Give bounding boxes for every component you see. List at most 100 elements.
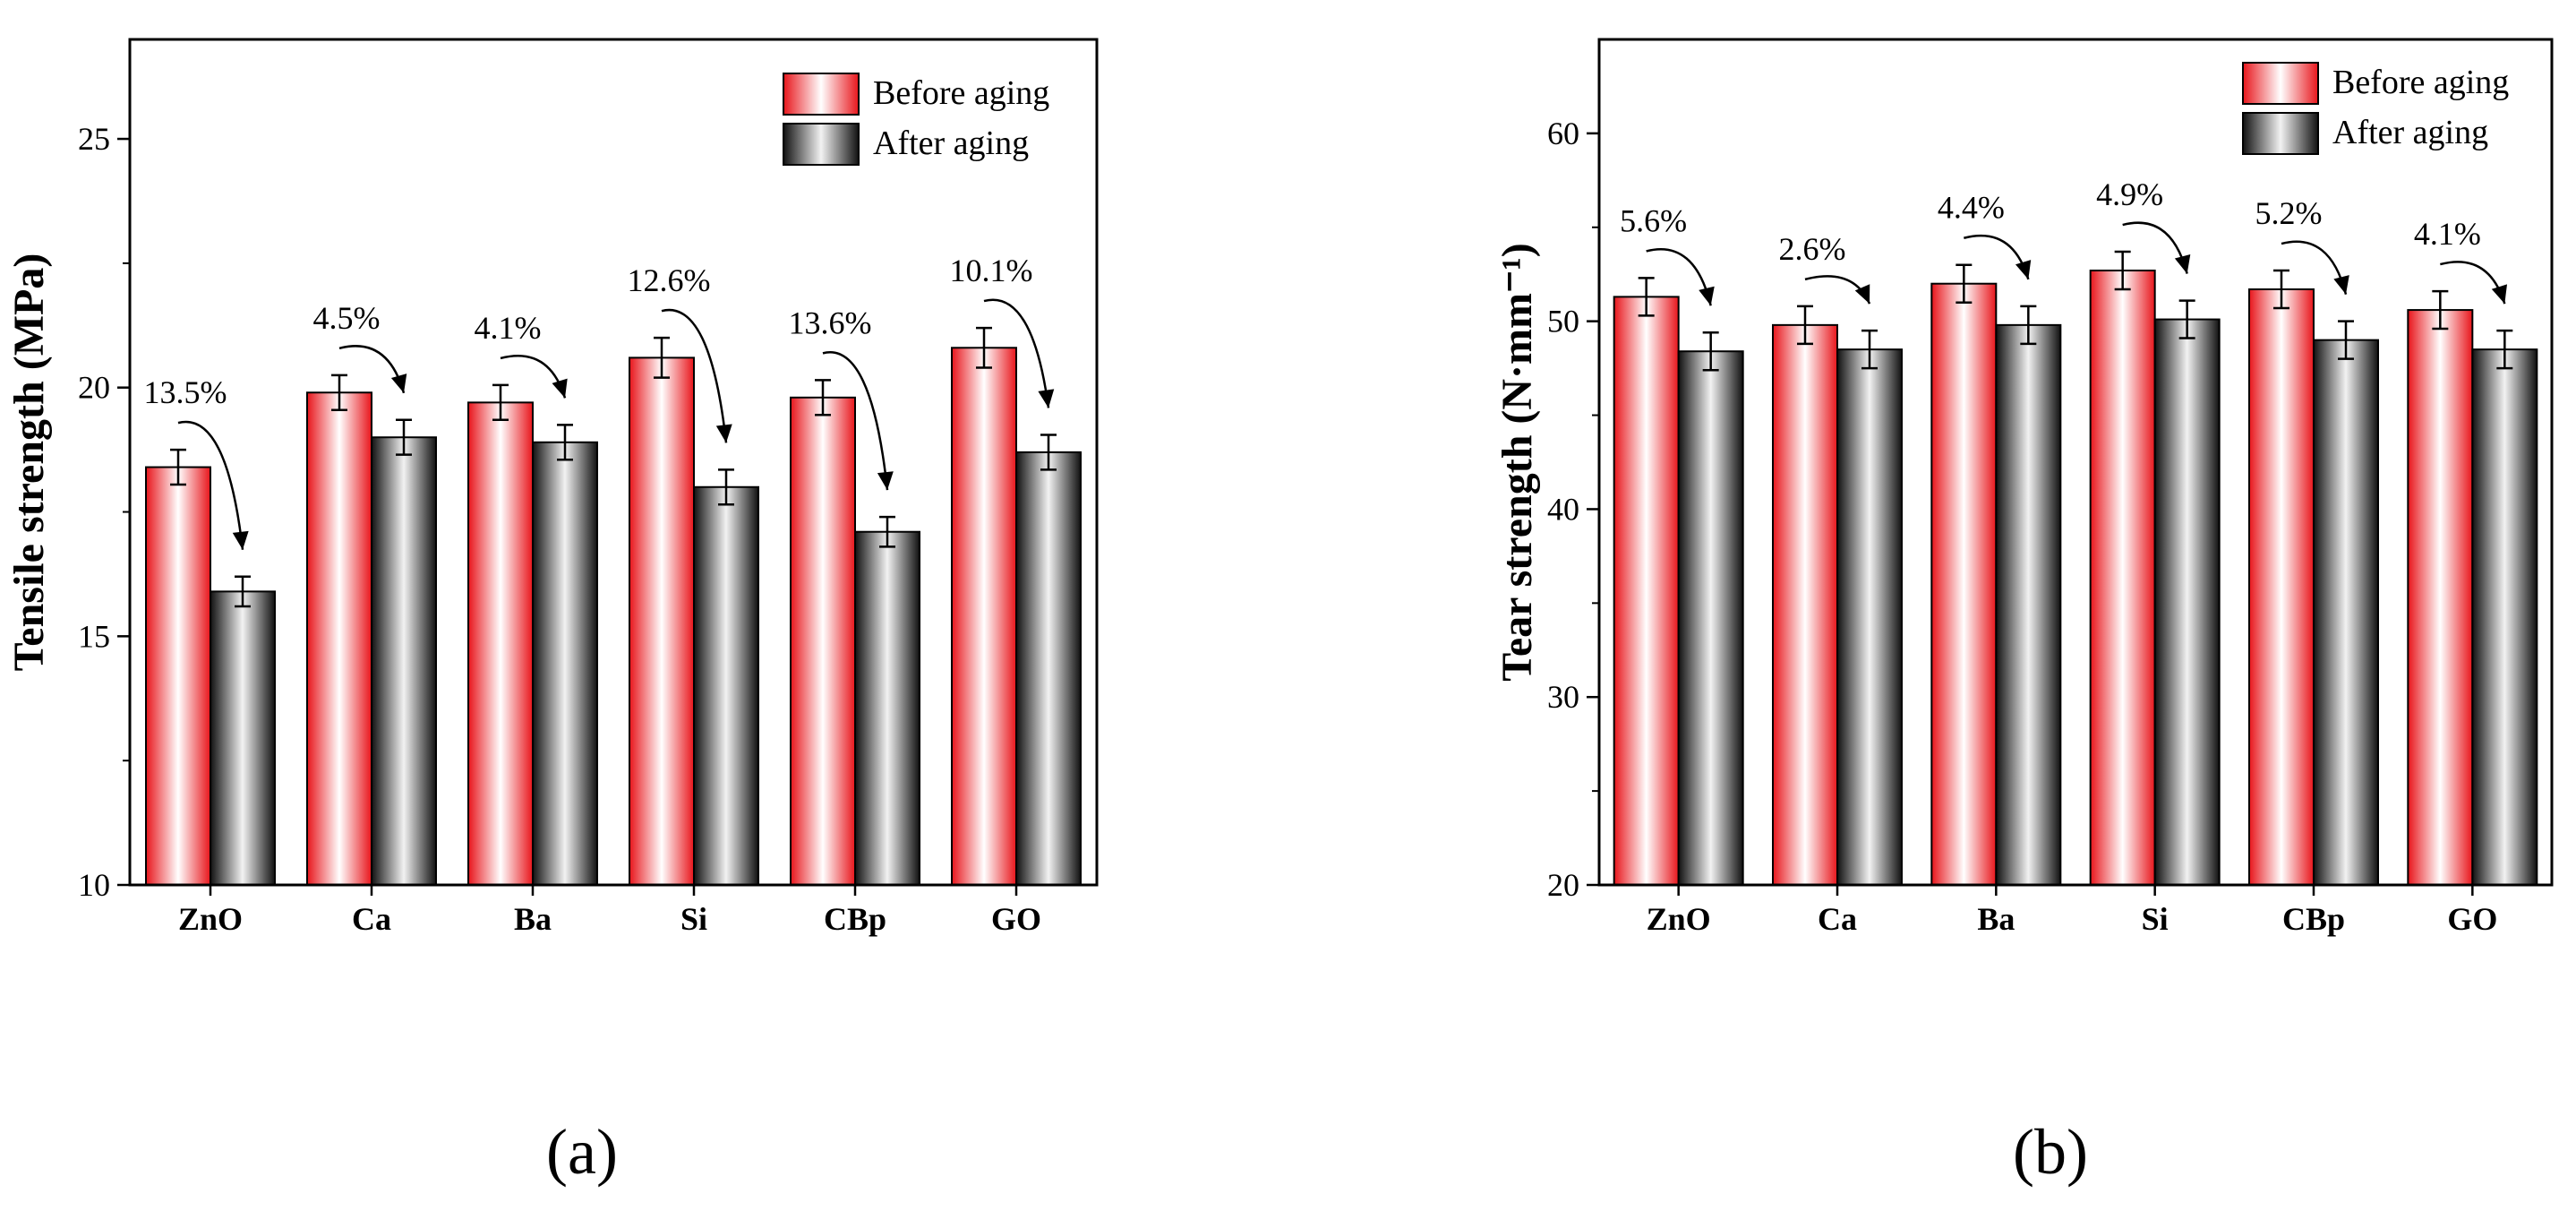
error-bar-before-zno (1638, 277, 1655, 317)
error-bar-before-ca (331, 374, 347, 411)
y-tick-label: 60 (1547, 116, 1579, 151)
arrow-annotation-cbp (822, 351, 894, 491)
bar-after-ba (1995, 323, 2062, 886)
error-bar-after-ca (1861, 329, 1878, 370)
y-tick-label: 30 (1547, 679, 1579, 715)
chart-panel-b: 5.6% ZnO 2.6% Ca 4.4% Ba 4.9% Si 5.2% CBp 4.1% GO 20… (1493, 38, 2554, 1188)
error-bar-before-ba (492, 383, 509, 422)
arrow-annotation-ca (1804, 275, 1871, 305)
arrow-annotation-si (2122, 221, 2191, 274)
x-tick-label: Si (2142, 901, 2169, 937)
error-bar-before-zno (170, 448, 186, 486)
bar-before-ca (1772, 323, 1838, 886)
error-bar-after-si (718, 468, 734, 506)
y-tick-label: 50 (1547, 304, 1579, 339)
chart-panel-a: 13.5% ZnO 4.5% Ca 4.1% Ba 12.6% Si 13.6% CBp 10.1%… (5, 38, 1099, 1188)
y-tick-label: 20 (78, 370, 110, 406)
legend-label-after: After aging (2332, 114, 2488, 151)
error-bar-after-go (1040, 434, 1057, 471)
bar-after-zno (1677, 350, 1744, 886)
error-bar-before-si (654, 336, 670, 379)
legend: Before aging After aging (2242, 62, 2509, 155)
panel-label: (a) (546, 1116, 618, 1188)
x-tick-label: CBp (2282, 901, 2345, 937)
legend-label-before: Before aging (2332, 64, 2509, 101)
annotation-go: 10.1% (950, 253, 1033, 288)
arrow-annotation-ba (500, 354, 568, 399)
error-bar-after-go (2496, 329, 2513, 370)
panel-label: (b) (2013, 1116, 2088, 1188)
error-bar-after-cbp (879, 515, 895, 548)
arrow-annotation-zno (1646, 248, 1715, 306)
arrow-annotation-go (2440, 261, 2508, 305)
arrow-annotation-si (661, 308, 732, 443)
annotation-ba: 4.1% (475, 310, 542, 346)
legend-swatch-before (783, 73, 860, 116)
bar-before-cbp (2248, 288, 2315, 886)
error-bar-before-go (2432, 289, 2449, 331)
error-bar-before-ba (1956, 263, 1973, 304)
annotation-go: 4.1% (2414, 216, 2481, 252)
error-bar-before-ca (1797, 305, 1813, 346)
x-tick-label: CBp (824, 901, 886, 937)
bar-before-ba (1930, 282, 1998, 886)
bar-before-zno (1613, 296, 1680, 886)
annotation-si: 4.9% (2096, 176, 2163, 212)
x-tick-label: ZnO (178, 901, 243, 937)
annotation-ba: 4.4% (1938, 190, 2005, 226)
annotation-zno: 5.6% (1620, 202, 1687, 238)
x-tick-label: Ba (1977, 901, 2015, 937)
bar-before-ca (306, 391, 372, 886)
error-bar-after-ca (396, 418, 412, 456)
x-tick-label: Ba (514, 901, 552, 937)
arrow-annotation-ba (1964, 234, 2032, 280)
error-bar-after-si (2178, 299, 2195, 339)
x-tick-label: ZnO (1647, 901, 1711, 937)
plot-frame (1597, 38, 2554, 887)
arrow-annotation-zno (177, 420, 249, 550)
annotation-cbp: 5.2% (2255, 195, 2323, 231)
bar-after-si (2153, 318, 2221, 886)
error-bar-after-ba (2020, 305, 2037, 346)
annotation-ca: 4.5% (313, 300, 381, 336)
bar-after-ca (371, 436, 437, 886)
bar-after-cbp (854, 530, 920, 886)
y-tick-label: 10 (78, 867, 110, 903)
bar-before-cbp (790, 396, 856, 886)
error-bar-after-zno (1702, 331, 1719, 372)
annotation-zno: 13.5% (144, 374, 227, 410)
bar-before-si (629, 356, 695, 886)
bar-before-zno (145, 466, 211, 886)
error-bar-after-zno (235, 575, 251, 608)
annotation-cbp: 13.6% (789, 305, 872, 340)
bar-after-si (693, 485, 759, 886)
arrow-annotation-cbp (2281, 240, 2349, 295)
x-tick-label: Ca (1818, 901, 1857, 937)
y-tick-label: 20 (1547, 867, 1579, 903)
error-bar-after-ba (557, 424, 573, 461)
y-tick-label: 40 (1547, 491, 1579, 527)
bar-before-go (2407, 309, 2474, 886)
bar-before-si (2089, 270, 2156, 886)
bar-after-ca (1836, 348, 1903, 886)
y-tick-label: 15 (78, 618, 110, 654)
x-tick-label: Ca (352, 901, 391, 937)
bar-after-go (2471, 348, 2538, 886)
y-axis-label: Tensile strength (MPa) (5, 253, 53, 672)
error-bar-before-cbp (815, 379, 831, 416)
legend-swatch-before (2242, 62, 2319, 105)
error-bar-before-si (2114, 250, 2131, 291)
legend-label-after: After aging (873, 125, 1029, 162)
x-tick-label: GO (991, 901, 1041, 937)
error-bar-before-go (976, 326, 992, 369)
error-bar-after-cbp (2338, 320, 2354, 360)
arrow-annotation-ca (338, 345, 407, 394)
annotation-si: 12.6% (628, 262, 711, 298)
legend-swatch-after (2242, 112, 2319, 155)
arrow-annotation-go (983, 298, 1055, 408)
bar-after-go (1015, 451, 1082, 886)
bar-before-ba (467, 401, 534, 887)
plot-frame (128, 38, 1099, 887)
annotation-ca: 2.6% (1779, 231, 1846, 267)
